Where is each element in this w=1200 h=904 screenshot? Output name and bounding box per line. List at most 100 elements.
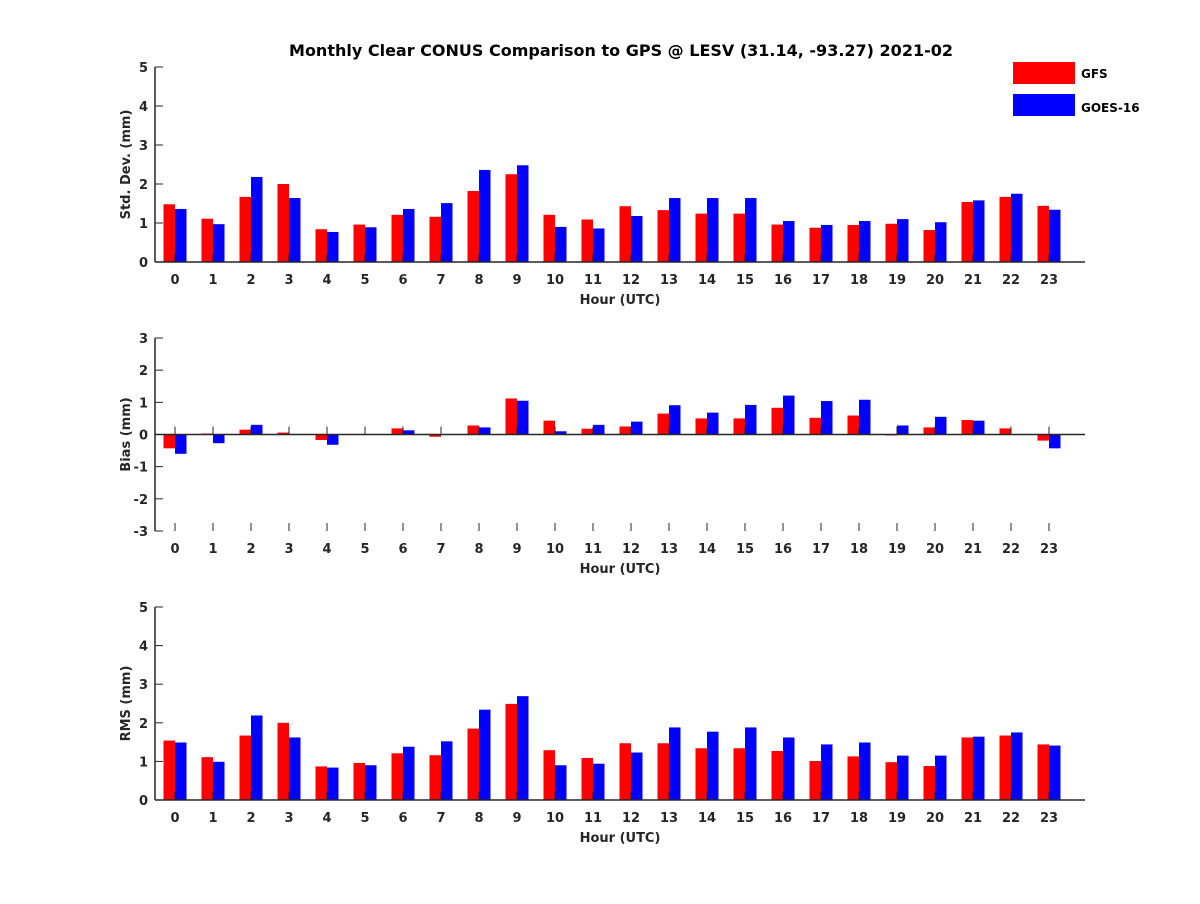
bar-gfs-22	[999, 735, 1011, 800]
bar-gfs-23	[1037, 205, 1049, 262]
legend-swatch-gfs	[1013, 62, 1075, 84]
y-tick-label: 0	[139, 429, 148, 444]
bar-goes16-21	[973, 420, 985, 435]
bar-goes16-17	[821, 401, 833, 435]
bar-goes16-14	[707, 412, 719, 435]
bar-gfs-7	[429, 216, 441, 262]
bar-gfs-4	[315, 434, 327, 440]
bar-goes16-21	[973, 736, 985, 800]
bar-gfs-19	[885, 223, 897, 262]
bar-goes16-11	[593, 424, 605, 435]
bar-goes16-23	[1049, 209, 1061, 262]
bar-goes16-20	[935, 755, 947, 800]
bar-gfs-10	[543, 750, 555, 800]
bar-gfs-5	[353, 224, 365, 262]
bar-goes16-2	[251, 424, 263, 435]
bar-goes16-10	[555, 765, 567, 800]
bar-goes16-23	[1049, 745, 1061, 800]
bar-gfs-3	[277, 432, 289, 435]
y-tick-label: 1	[139, 217, 148, 232]
x-tick-label: 10	[546, 811, 564, 826]
y-tick-label: -3	[134, 525, 148, 540]
x-tick-label: 2	[246, 273, 255, 288]
bar-gfs-0	[163, 434, 175, 449]
x-tick-label: 1	[208, 542, 217, 557]
bar-gfs-18	[847, 756, 859, 800]
bar-gfs-16	[771, 224, 783, 262]
bar-gfs-11	[581, 757, 593, 800]
y-tick-label: 3	[139, 678, 148, 693]
bar-goes16-3	[289, 737, 301, 800]
bar-gfs-2	[239, 429, 251, 435]
bar-gfs-15	[733, 213, 745, 262]
bar-goes16-0	[175, 434, 187, 454]
bar-gfs-14	[695, 748, 707, 800]
bar-gfs-23	[1037, 744, 1049, 800]
y-tick-label: 2	[139, 717, 148, 732]
bar-goes16-11	[593, 228, 605, 262]
x-tick-label: 2	[246, 542, 255, 557]
bar-goes16-22	[1011, 193, 1023, 262]
bar-goes16-10	[555, 431, 567, 435]
bar-goes16-13	[669, 405, 681, 435]
y-tick-label: -1	[134, 461, 148, 476]
x-tick-label: 18	[850, 811, 868, 826]
x-tick-label: 23	[1040, 273, 1058, 288]
bar-goes16-13	[669, 727, 681, 800]
bar-gfs-17	[809, 761, 821, 800]
bar-gfs-8	[467, 728, 479, 800]
x-tick-label: 11	[584, 811, 602, 826]
bar-goes16-19	[897, 755, 909, 800]
bar-gfs-13	[657, 413, 669, 435]
x-tick-label: 12	[622, 273, 640, 288]
bar-goes16-8	[479, 427, 491, 435]
bar-goes16-6	[403, 746, 415, 800]
x-tick-label: 0	[170, 273, 179, 288]
x-tick-label: 23	[1040, 811, 1058, 826]
x-tick-label: 16	[774, 273, 792, 288]
bar-gfs-14	[695, 418, 707, 435]
x-tick-label: 1	[208, 273, 217, 288]
legend-label-gfs: GFS	[1081, 67, 1108, 81]
legend-label-goes16: GOES-16	[1081, 101, 1140, 115]
bar-goes16-6	[403, 208, 415, 262]
bar-gfs-10	[543, 420, 555, 435]
y-tick-label: 1	[139, 755, 148, 770]
bar-gfs-16	[771, 407, 783, 435]
bar-goes16-17	[821, 744, 833, 800]
y-tick-label: -2	[134, 493, 148, 508]
bar-gfs-6	[391, 214, 403, 262]
bar-goes16-1	[213, 434, 225, 444]
bar-gfs-8	[467, 191, 479, 262]
bar-goes16-18	[859, 399, 871, 435]
bar-goes16-15	[745, 198, 757, 262]
x-tick-label: 22	[1002, 811, 1020, 826]
bar-gfs-5	[353, 762, 365, 800]
x-tick-label: 12	[622, 811, 640, 826]
bar-goes16-7	[441, 741, 453, 800]
bar-gfs-9	[505, 398, 517, 435]
chart-title: Monthly Clear CONUS Comparison to GPS @ …	[289, 41, 953, 60]
x-tick-label: 21	[964, 542, 982, 557]
bar-goes16-2	[251, 176, 263, 262]
x-tick-label: 7	[436, 273, 445, 288]
bar-goes16-19	[897, 219, 909, 262]
bar-goes16-0	[175, 208, 187, 262]
y-axis-label: Std. Dev. (mm)	[119, 110, 134, 220]
x-tick-label: 15	[736, 273, 754, 288]
x-tick-label: 17	[812, 811, 830, 826]
x-tick-label: 5	[360, 273, 369, 288]
x-tick-label: 13	[660, 273, 678, 288]
bar-gfs-12	[619, 743, 631, 800]
x-tick-label: 5	[360, 811, 369, 826]
bar-goes16-4	[327, 767, 339, 800]
x-tick-label: 22	[1002, 542, 1020, 557]
bar-goes16-1	[213, 224, 225, 262]
bar-gfs-22	[999, 196, 1011, 262]
bar-gfs-6	[391, 753, 403, 800]
y-tick-label: 2	[139, 178, 148, 193]
x-tick-label: 9	[512, 811, 521, 826]
